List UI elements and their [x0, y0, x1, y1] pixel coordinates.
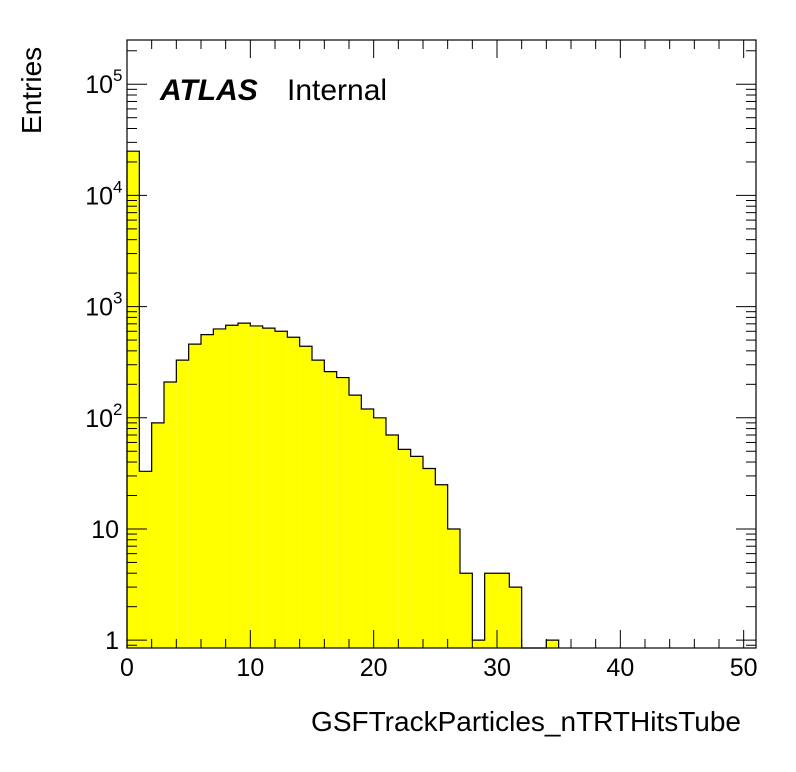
histogram-bin	[176, 360, 189, 648]
y-tick-exponent: 5	[113, 66, 122, 85]
histogram-bin	[423, 468, 436, 648]
internal-label: Internal	[287, 74, 387, 107]
x-tick-label: 0	[120, 654, 134, 682]
x-tick-label: 30	[483, 654, 511, 682]
x-axis-title: GSFTrackParticles_nTRTHitsTube	[311, 706, 741, 737]
y-axis-title: Entries	[16, 47, 47, 134]
y-tick-label: 10	[91, 516, 119, 544]
histogram-bin	[546, 640, 559, 648]
histogram-bin	[447, 528, 460, 648]
histogram-bin	[324, 371, 337, 648]
histogram-bin	[484, 573, 497, 648]
histogram-bin	[139, 471, 152, 648]
y-tick-exponent: 2	[113, 400, 122, 419]
y-tick-label: 10	[85, 182, 113, 210]
histogram-bin	[373, 417, 386, 648]
x-tick-label: 20	[360, 654, 388, 682]
histogram-bin	[386, 435, 399, 648]
histogram-bin	[151, 422, 164, 648]
histogram-bin	[188, 344, 201, 648]
histogram-bin	[238, 323, 251, 648]
y-tick-label: 10	[85, 405, 113, 433]
histogram-bin	[435, 484, 448, 648]
histogram-bin	[213, 328, 226, 648]
atlas-label: ATLAS	[159, 74, 258, 107]
histogram-bin	[472, 640, 485, 648]
histogram-bin	[275, 331, 288, 648]
histogram-bin	[336, 377, 349, 648]
histogram-bin	[201, 334, 214, 648]
axis-ticks	[126, 40, 756, 648]
y-tick-label: 1	[105, 627, 119, 655]
y-tick-exponent: 4	[113, 177, 122, 196]
y-tick-exponent: 3	[113, 289, 122, 308]
histogram-bin	[410, 456, 423, 648]
histogram-bin	[127, 151, 140, 648]
histogram-bin	[164, 381, 177, 648]
x-tick-labels: 0 10 20 30 40 50	[120, 654, 758, 682]
plot-frame	[126, 39, 757, 649]
histogram-bin	[509, 587, 522, 648]
histogram-bin	[225, 325, 238, 648]
histogram-bin	[398, 449, 411, 648]
histogram-bin	[460, 573, 473, 648]
histogram-bin	[497, 573, 510, 648]
y-tick-label: 10	[85, 294, 113, 322]
x-tick-label: 40	[606, 654, 634, 682]
histogram-bin	[361, 408, 374, 648]
x-tick-label: 10	[236, 654, 264, 682]
y-tick-label: 10	[85, 71, 113, 99]
histogram-bin	[287, 337, 300, 648]
histogram-bin	[262, 328, 275, 648]
histogram-outline	[126, 150, 560, 649]
x-tick-label: 50	[730, 654, 758, 682]
histogram-bin	[250, 325, 263, 648]
histogram-bin	[349, 395, 362, 648]
histogram-bin	[299, 346, 312, 648]
histogram-bars	[126, 150, 560, 649]
histogram-bin	[312, 360, 325, 648]
